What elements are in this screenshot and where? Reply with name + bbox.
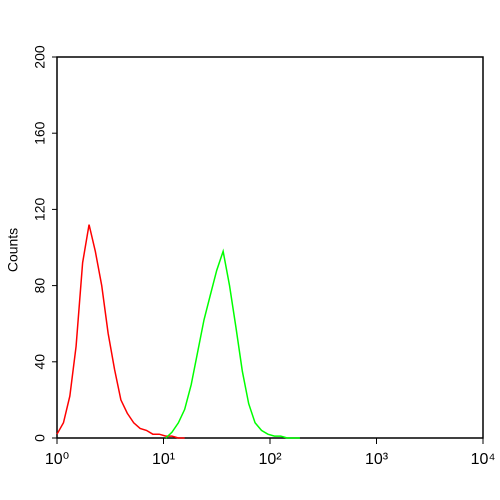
histogram-line bbox=[165, 248, 300, 439]
y-tick-label: 80 bbox=[32, 278, 48, 294]
y-tick-label: 200 bbox=[32, 45, 48, 69]
histogram-line bbox=[56, 224, 185, 439]
x-tick-label: 10² bbox=[258, 451, 282, 468]
y-tick-label: 120 bbox=[32, 198, 48, 222]
x-tick-label: 10⁴ bbox=[471, 451, 496, 468]
y-tick-label: 160 bbox=[32, 121, 48, 145]
y-axis-label: Counts bbox=[5, 228, 21, 272]
plot-frame bbox=[56, 56, 484, 439]
x-tick-label: 10³ bbox=[365, 451, 389, 468]
x-tick-label: 10⁰ bbox=[45, 451, 69, 468]
x-tick-label: 10¹ bbox=[152, 451, 175, 468]
y-tick-label: 0 bbox=[32, 434, 48, 442]
y-tick-label: 40 bbox=[32, 354, 48, 370]
